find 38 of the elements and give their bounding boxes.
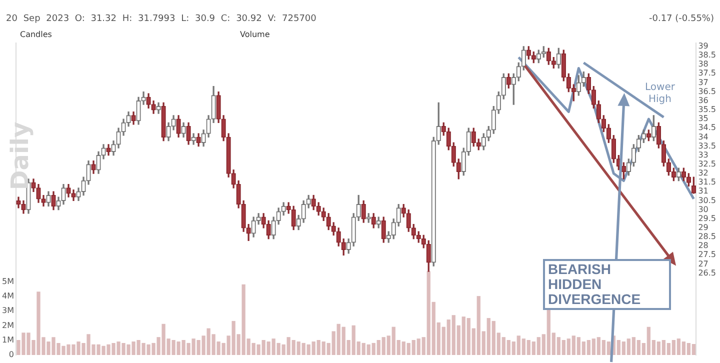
y-tick-label: 26.5 (698, 268, 716, 278)
y-tick-label: 39 (698, 42, 708, 51)
y-tick-label: 37 (698, 78, 708, 87)
y2-tick-label: 2M (2, 320, 14, 330)
y2-tick-label: 1M (2, 335, 14, 344)
y2-tick-label: 0 (8, 350, 14, 360)
text: -0.17 (-0.55%) (648, 14, 714, 24)
y-tick-label: 38.5 (698, 50, 716, 60)
y-tick-label: 37.5 (698, 68, 716, 78)
annotation: Lower High (644, 82, 676, 106)
y-tick-label: 30.5 (698, 196, 716, 205)
y2-tick-label: 5M (2, 276, 14, 286)
y-tick-label: 38 (698, 60, 708, 69)
y-tick-label: 35 (698, 114, 708, 124)
text: Candles (20, 30, 52, 39)
y-tick-label: 28.5 (698, 232, 716, 242)
y-tick-label: 27 (698, 259, 708, 268)
y-tick-label: 34.5 (698, 123, 716, 132)
y-tick-label: 36.5 (698, 86, 716, 96)
y-tick-label: 32.5 (698, 159, 716, 168)
y-tick-label: 29 (698, 223, 708, 232)
y-tick-label: 36 (698, 96, 708, 105)
text: Volume (240, 30, 270, 39)
y-tick-label: 33.5 (698, 141, 716, 150)
y-tick-label: 34 (698, 132, 708, 142)
annotation: BEARISH HIDDEN DIVERGENCE (543, 259, 671, 310)
y-tick-label: 30 (698, 204, 708, 214)
y2-tick-label: 3M (2, 306, 14, 316)
y-tick-label: 27.5 (698, 250, 716, 260)
y-tick-label: 31.5 (698, 178, 716, 187)
y-tick-label: 35.5 (698, 105, 716, 114)
y-tick-label: 32 (698, 168, 708, 178)
y-tick-label: 33 (698, 150, 708, 160)
y-tick-label: 29.5 (698, 214, 716, 223)
y-tick-label: 28 (698, 241, 708, 250)
y2-tick-label: 4M (2, 291, 14, 300)
y-tick-label: 31 (698, 186, 708, 196)
text: 20 Sep 2023 O: 31.32 H: 31.7993 L: 30.9 C: 30.92 V: 725700 (6, 14, 316, 24)
